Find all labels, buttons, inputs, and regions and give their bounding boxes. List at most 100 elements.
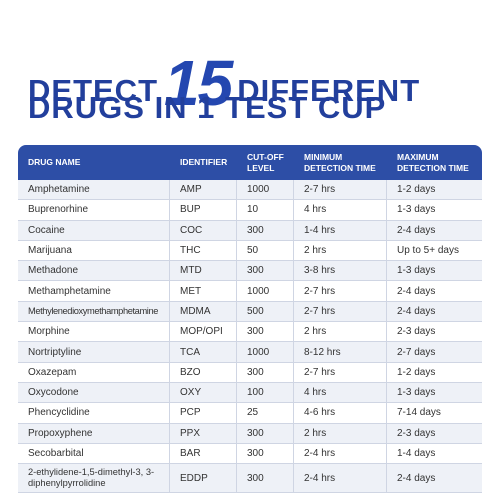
table-cell: 2-4 hrs: [294, 464, 387, 493]
table-cell: COC: [170, 220, 237, 240]
table-row: Cocaine COC 300 1-4 hrs 2-4 days: [18, 220, 482, 241]
table-cell: MTD: [170, 261, 237, 281]
table-cell: Marijuana: [18, 240, 170, 261]
table-row: Morphine MOP/OPI 300 2 hrs 2-3 days: [18, 322, 482, 343]
table-cell: BZO: [170, 362, 237, 382]
title-line-2: DRUGS IN 1 TEST CUP: [28, 90, 387, 125]
table-cell: Up to 5+ days: [397, 245, 459, 257]
table-cell: 300: [237, 220, 294, 240]
table-cell: 1-2 days: [397, 184, 436, 196]
table-cell: Oxazepam: [18, 362, 170, 382]
table-cell: 2 hrs: [294, 240, 387, 261]
table-cell: 2-7 hrs: [294, 301, 387, 322]
table-cell: 300: [237, 261, 294, 281]
table-cell: 1000: [237, 180, 294, 200]
table-cell: 8-12 hrs: [294, 342, 387, 362]
table-cell: 2-4 days: [397, 472, 436, 484]
table-cell: 300: [237, 362, 294, 382]
table-cell: Nortriptyline: [18, 342, 170, 362]
table-row: Methylenedioxymethamphetamine MDMA 500 2-7 …: [18, 301, 482, 323]
title-number: 15: [164, 47, 233, 119]
table-cell: 2-3 days: [397, 427, 436, 439]
table-cell: Oxycodone: [18, 382, 170, 403]
header-cell: IDENTIFIER: [180, 157, 228, 167]
table-cell: 2-7 hrs: [294, 281, 387, 301]
title-suffix: DIFFERENT: [237, 73, 421, 108]
table-row: Phencyclidine PCP 25 4-6 hrs 7-14 days: [18, 403, 482, 424]
table-cell: PCP: [170, 403, 237, 423]
header-cell: CUT-OFF LEVEL: [247, 151, 284, 173]
table-cell: 4 hrs: [294, 382, 387, 403]
table-row: Secobarbital BAR 300 2-4 hrs 1-4 days: [18, 443, 482, 465]
table-cell: PPX: [170, 423, 237, 443]
table-cell: 300: [237, 443, 294, 464]
table-cell: 2-3 days: [397, 326, 436, 338]
table-cell: 2 hrs: [294, 322, 387, 342]
table-row: Methadone MTD 300 3-8 hrs 1-3 days: [18, 261, 482, 282]
table-cell: OXY: [170, 382, 237, 403]
table-cell: 3-8 hrs: [294, 261, 387, 281]
table-cell: TCA: [170, 342, 237, 362]
table-cell: 1-4 days: [397, 448, 436, 459]
table-cell: BUP: [170, 200, 237, 220]
detection-table: DRUG NAME IDENTIFIER CUT-OFF LEVEL MINIMUM …: [18, 145, 482, 494]
table-cell: MOP/OPI: [170, 322, 237, 342]
table-cell: 2-7 hrs: [294, 362, 387, 382]
table-cell: Methamphetamine: [18, 281, 170, 301]
table-cell: Secobarbital: [18, 443, 170, 464]
table-cell: 1-3 days: [397, 204, 436, 216]
table-row: Propoxyphene PPX 300 2 hrs 2-3 days: [18, 423, 482, 444]
table-cell: 1-3 days: [397, 265, 436, 277]
table-cell: 1000: [237, 281, 294, 301]
table-cell: 500: [237, 301, 294, 322]
table-cell: MDMA: [170, 301, 237, 322]
title-line-1: DETECT15 DIFFERENT: [28, 46, 420, 120]
table-cell: BAR: [170, 443, 237, 464]
header-row: DRUG NAME IDENTIFIER CUT-OFF LEVEL MINIMUM …: [18, 145, 482, 180]
table-cell: 1-2 days: [397, 366, 436, 378]
header-cell: MINIMUM DETECTION TIME: [304, 151, 376, 173]
table-cell: 300: [237, 322, 294, 342]
table-cell: AMP: [170, 180, 237, 200]
header-cell: MAXIMUM DETECTION TIME: [397, 151, 469, 173]
table-row: 2-ethylidene-1,5-dimethyl-3, 3-diphenylp…: [18, 464, 482, 494]
title-prefix: DETECT: [28, 73, 158, 108]
table-row: Amphetamine AMP 1000 2-7 hrs 1-2 days: [18, 180, 482, 201]
table-cell: Methadone: [18, 261, 170, 281]
table-cell: Buprenorhine: [18, 200, 170, 220]
table-row: Buprenorhine BUP 10 4 hrs 1-3 days: [18, 200, 482, 221]
table-row: Oxazepam BZO 300 2-7 hrs 1-2 days: [18, 362, 482, 383]
table-cell: Phencyclidine: [18, 403, 170, 423]
table-cell: Cocaine: [18, 220, 170, 240]
table-cell: 4-6 hrs: [294, 403, 387, 423]
table-cell: 300: [237, 423, 294, 443]
table-cell: 4 hrs: [294, 200, 387, 220]
table-cell: 10: [237, 200, 294, 220]
table-cell: MET: [170, 281, 237, 301]
table-cell: 2-4 days: [397, 305, 436, 317]
table-cell: 7-14 days: [397, 407, 441, 419]
table-cell: 2-7 days: [397, 346, 436, 358]
table-cell: 1-4 hrs: [294, 220, 387, 240]
table-cell: Propoxyphene: [18, 423, 170, 443]
table-cell: Amphetamine: [18, 180, 170, 200]
table-cell: 2-4 days: [397, 224, 436, 236]
table-row: Marijuana THC 50 2 hrs Up to 5+ days: [18, 240, 482, 262]
header-cell: DRUG NAME: [28, 157, 81, 167]
table-cell: THC: [170, 240, 237, 261]
table-cell: 25: [237, 403, 294, 423]
table-cell: 2-4 days: [397, 285, 436, 297]
table-cell: Methylenedioxymethamphetamine: [18, 301, 170, 322]
table-row: Nortriptyline TCA 1000 8-12 hrs 2-7 days: [18, 342, 482, 363]
table-cell: 2-7 hrs: [294, 180, 387, 200]
table-cell: 2-4 hrs: [294, 443, 387, 464]
table-cell: 50: [237, 240, 294, 261]
table-cell: Morphine: [18, 322, 170, 342]
table-cell: EDDP: [170, 464, 237, 493]
table-cell: 2 hrs: [294, 423, 387, 443]
table-row: Oxycodone OXY 100 4 hrs 1-3 days: [18, 382, 482, 404]
table-cell: 100: [237, 382, 294, 403]
table-row: Methamphetamine MET 1000 2-7 hrs 2-4 days: [18, 281, 482, 302]
table-cell: 300: [237, 464, 294, 493]
